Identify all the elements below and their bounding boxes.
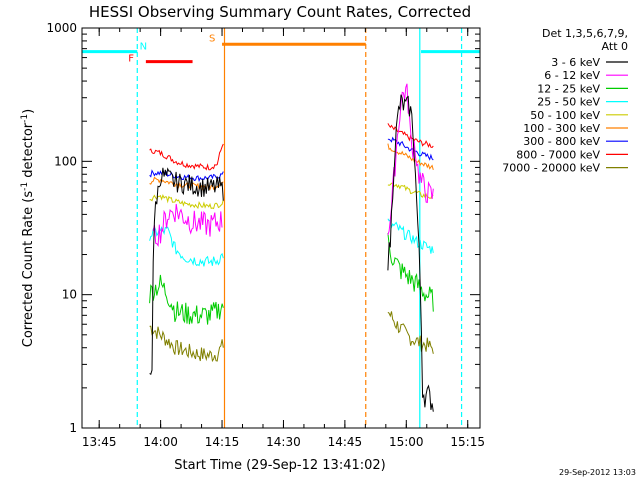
y-axis-label-end: ) (21, 109, 36, 114)
flag-label-1: F (128, 54, 134, 65)
series-3-seg2 (387, 218, 434, 254)
legend-header-attenuator: Att 0 (602, 40, 628, 53)
legend-label-6: 300 - 800 keV (523, 135, 600, 148)
x-tick-label-0: 13:45 (82, 435, 117, 449)
series-4-seg2 (387, 182, 434, 199)
series-8-seg1 (149, 325, 224, 363)
series-1-seg1 (152, 203, 223, 248)
x-tick-label-3: 14:30 (266, 435, 301, 449)
y-axis-label-mid: detector (21, 122, 36, 182)
y-tick-label-3: 1000 (46, 21, 77, 35)
y-axis-label-main: Corrected Count Rate (s (21, 191, 36, 348)
y-axis-label-sup1: -1 (20, 182, 30, 191)
y-tick-label-2: 100 (54, 154, 77, 168)
y-tick-label-1: 10 (62, 288, 77, 302)
series-5-seg1 (149, 176, 224, 191)
y-axis-label-sup2: -1 (20, 114, 30, 123)
y-axis-label: Corrected Count Rate (s-1 detector-1) (20, 109, 36, 347)
legend-label-5: 100 - 300 keV (523, 122, 600, 135)
series-0-seg2 (387, 94, 434, 412)
legend-label-7: 800 - 7000 keV (516, 148, 600, 161)
series-0-seg1 (149, 167, 224, 375)
legend-label-4: 50 - 100 keV (530, 109, 600, 122)
date-stamp: 29-Sep-2012 13:03 (559, 468, 636, 477)
series-4-seg1 (149, 193, 224, 210)
x-axis-label: Start Time (29-Sep-12 13:41:02) (174, 458, 385, 473)
x-tick-label-6: 15:15 (450, 435, 485, 449)
series-1-seg2 (387, 83, 434, 236)
series-2-seg1 (149, 274, 224, 325)
legend-header-detectors: Det 1,3,5,6,7,9, (542, 27, 628, 40)
series-2-seg2 (387, 233, 434, 312)
flag-label-0: N (140, 41, 147, 52)
series-3-seg1 (149, 226, 224, 267)
y-tick-label-0: 1 (69, 421, 77, 435)
legend-label-2: 12 - 25 keV (537, 82, 600, 95)
plot-frame (81, 27, 481, 429)
chart-title: HESSI Observing Summary Count Rates, Cor… (89, 3, 471, 21)
x-tick-label-1: 14:00 (143, 435, 178, 449)
legend-label-8: 7000 - 20000 keV (502, 162, 600, 175)
legend-label-0: 3 - 6 keV (551, 56, 600, 69)
series-7-seg1 (149, 143, 224, 171)
legend-label-3: 25 - 50 keV (537, 96, 600, 109)
plot-area: NF S (82, 28, 480, 428)
series-8-seg2 (387, 311, 434, 354)
x-tick-label-5: 15:00 (389, 435, 424, 449)
legend-label-1: 6 - 12 keV (544, 69, 600, 82)
x-tick-label-2: 14:15 (205, 435, 240, 449)
x-tick-label-4: 14:45 (328, 435, 363, 449)
flag-label-2: S (209, 34, 215, 45)
axes: 13:45 14:00 14:15 14:30 14:45 15:00 15:15 1 10 10… (46, 21, 485, 449)
